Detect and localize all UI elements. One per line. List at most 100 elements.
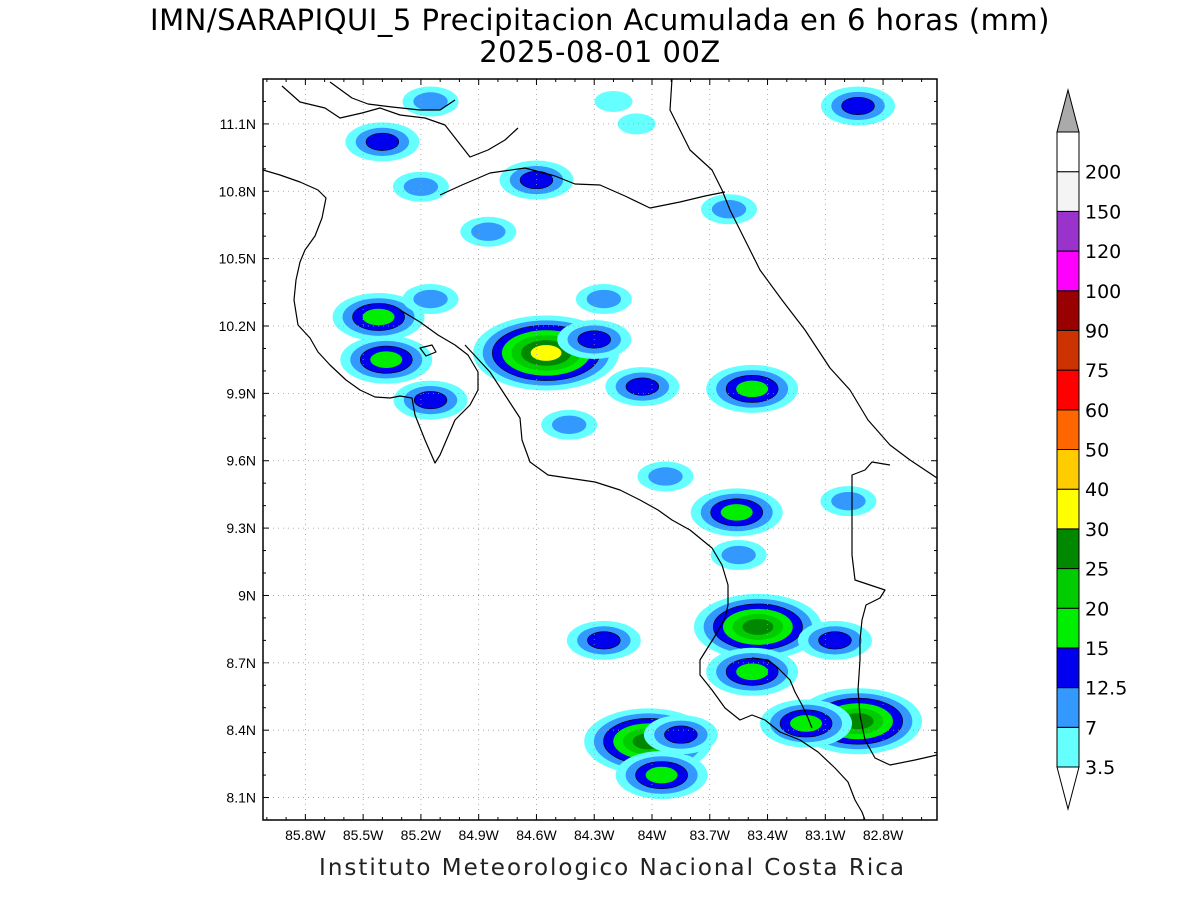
precip-cell	[637, 461, 694, 492]
colorbar-top-triangle	[1056, 88, 1080, 133]
precip-cell	[605, 367, 680, 407]
central-pacific-coast	[464, 344, 729, 619]
pacific-coast-nicoya	[263, 169, 479, 464]
lon-tick-label: 83.1W	[805, 827, 846, 843]
colorbar-swatch	[1056, 687, 1080, 728]
lon-tick-label: 84.6W	[516, 827, 557, 843]
colorbar-label: 150	[1085, 201, 1121, 223]
colorbar-swatch	[1056, 568, 1080, 609]
colorbar-label: 75	[1085, 360, 1109, 382]
lake-nicaragua-shore	[329, 81, 456, 111]
colorbar-label: 20	[1085, 598, 1109, 620]
precip-cell	[541, 409, 598, 440]
map-gridlines	[263, 79, 937, 820]
lon-tick-label: 83.4W	[747, 827, 788, 843]
precip-contour	[831, 491, 866, 511]
precip-contour	[594, 90, 633, 112]
precip-cell	[392, 171, 449, 202]
colorbar-swatch	[1056, 409, 1080, 450]
institution-credit: Instituto Meteorologico Nacional Costa R…	[319, 855, 906, 881]
precip-contour	[625, 377, 660, 396]
lon-tick-label: 84W	[638, 827, 668, 843]
precip-cell	[710, 540, 767, 571]
map-title: IMN/SARAPIQUI_5 Precipitacion Acumulada …	[150, 3, 1050, 37]
precip-cell	[617, 113, 656, 135]
map-subtitle-datetime: 2025-08-01 00Z	[479, 35, 721, 69]
precip-cell	[594, 90, 633, 112]
costa-rica-panama-border	[851, 461, 937, 766]
precip-contour	[587, 631, 621, 650]
precip-contour	[720, 504, 753, 521]
latitude-labels: 8.1N 8.4N 8.7N 9N 9.3N 9.6N 9.9N 10.2N 10.5N 10.8…	[219, 116, 256, 806]
precip-cell	[393, 380, 468, 420]
precip-cell	[460, 216, 517, 247]
precip-cell	[760, 699, 853, 748]
precip-cell	[575, 284, 632, 315]
precipitation-colorbar: 3.5 7 12.5 15 20 25 30 40 50 60 75 90 100 120 150 200	[1056, 88, 1127, 811]
precip-contour	[818, 631, 852, 650]
precip-contour	[645, 766, 678, 784]
precip-cell	[693, 593, 822, 660]
colorbar-swatch	[1056, 449, 1080, 490]
lat-tick-label: 10.5N	[219, 251, 256, 267]
colorbar-label: 7	[1085, 717, 1097, 739]
precip-cell	[402, 284, 459, 315]
lon-tick-label: 83.7W	[690, 827, 731, 843]
precip-contour	[617, 113, 656, 135]
lon-tick-label: 85.2W	[401, 827, 442, 843]
map-frame	[262, 78, 938, 821]
colorbar-label: 90	[1085, 320, 1109, 342]
axis-ticks	[263, 78, 937, 821]
lat-tick-label: 8.4N	[226, 722, 256, 738]
osa-peninsula	[699, 617, 866, 820]
precip-contour	[530, 345, 562, 361]
lat-tick-label: 9.3N	[226, 520, 256, 536]
colorbar-swatch	[1056, 647, 1080, 689]
precip-contour	[648, 467, 683, 486]
precip-contour	[736, 663, 769, 681]
colorbar-swatch	[1056, 528, 1080, 570]
lon-tick-label: 85.8W	[285, 827, 326, 843]
precip-contour	[370, 351, 403, 368]
colorbar-swatch	[1056, 369, 1080, 411]
colorbar-label: 200	[1085, 162, 1121, 184]
precip-contour	[413, 391, 448, 410]
precip-cell	[821, 86, 896, 126]
precip-contour	[841, 96, 875, 115]
caribbean-coast	[669, 79, 937, 479]
precip-cell	[797, 620, 872, 660]
colorbar-swatch	[1056, 488, 1080, 530]
coastlines-and-borders	[263, 79, 937, 820]
nicaragua-costa-rica-border	[281, 85, 519, 158]
lon-tick-label: 84.3W	[574, 827, 615, 843]
precip-contour	[362, 308, 395, 326]
precip-contour	[403, 177, 439, 196]
lat-tick-label: 11.1N	[220, 116, 256, 132]
precip-cell	[690, 488, 783, 537]
colorbar-label: 3.5	[1085, 757, 1115, 779]
golfo-dulce-east-shore	[751, 657, 813, 729]
precip-cell	[706, 364, 799, 413]
northern-border-east	[439, 167, 726, 209]
gulf-of-nicoya-island	[419, 344, 437, 357]
precip-cell	[557, 319, 632, 359]
colorbar-label: 30	[1085, 519, 1109, 541]
lat-tick-label: 9.9N	[226, 385, 256, 401]
precip-cell	[566, 620, 641, 660]
precip-contour	[664, 725, 698, 744]
precip-cell	[499, 160, 574, 200]
precip-cell	[345, 122, 420, 162]
colorbar-label: 100	[1085, 281, 1121, 303]
lon-tick-label: 84.9W	[458, 827, 499, 843]
colorbar-label: 12.5	[1085, 678, 1127, 700]
colorbar-swatch	[1056, 171, 1080, 212]
precip-contour	[711, 200, 747, 219]
colorbar-swatch	[1056, 131, 1080, 173]
precip-cell	[701, 194, 758, 225]
precip-cell	[340, 335, 433, 384]
colorbar-label: 40	[1085, 479, 1109, 501]
precip-contour	[413, 92, 448, 111]
lon-tick-label: 85.5W	[343, 827, 384, 843]
precip-cell	[332, 293, 425, 342]
